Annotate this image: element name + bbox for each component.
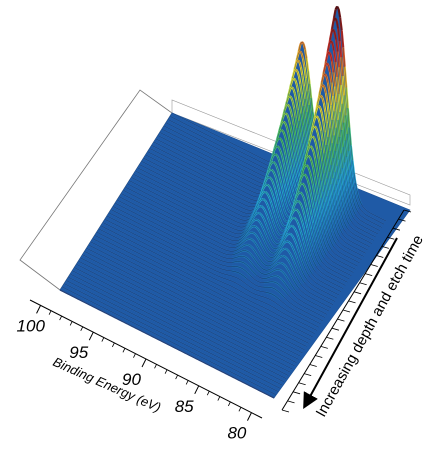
surface-plot: 10095908580 Binding Energy (eV) Increasi…	[0, 0, 443, 450]
chart-stage: 10095908580 Binding Energy (eV) Increasi…	[0, 0, 443, 450]
